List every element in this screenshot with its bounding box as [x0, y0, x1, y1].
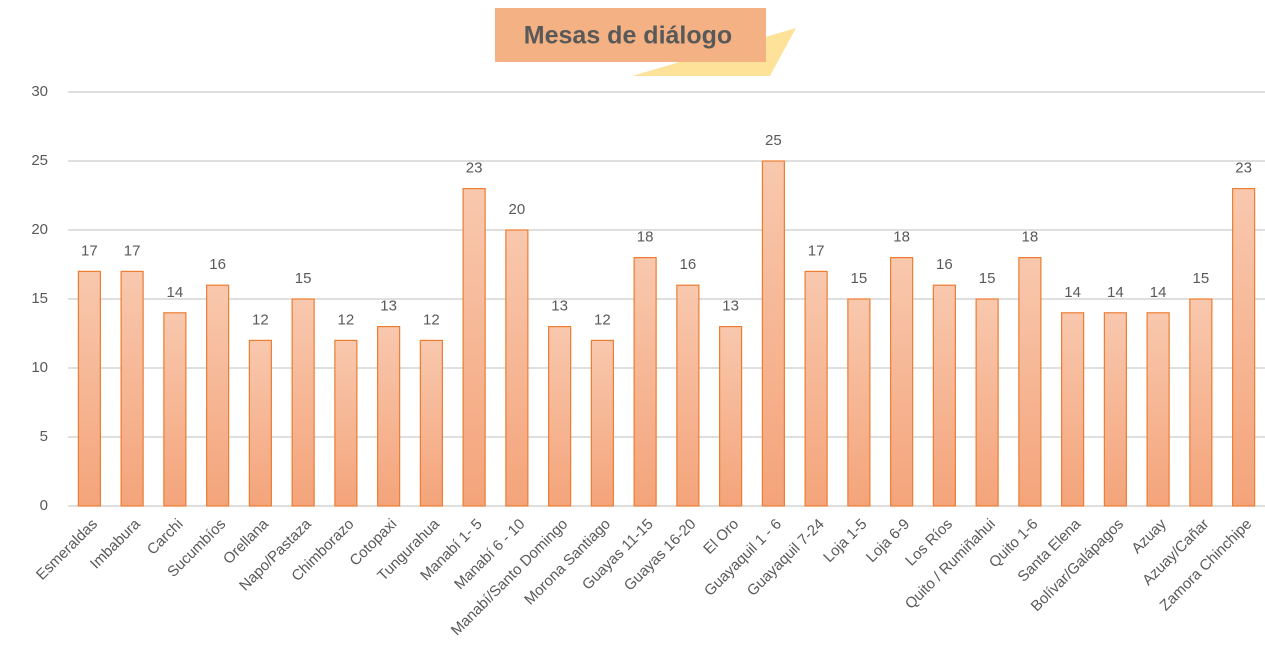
data-label: 16 — [936, 256, 953, 273]
y-tick-label: 5 — [40, 428, 48, 445]
data-label: 17 — [808, 242, 825, 259]
data-label: 16 — [209, 256, 226, 273]
data-label: 14 — [1107, 284, 1124, 301]
bar — [761, 160, 785, 507]
bar — [377, 326, 401, 507]
x-tick-label: Loja 1-5 — [820, 516, 870, 566]
bar — [847, 298, 871, 507]
data-label: 12 — [594, 311, 611, 328]
data-label: 25 — [765, 132, 782, 149]
bar — [1232, 188, 1256, 507]
data-label: 16 — [680, 256, 697, 273]
x-tick-label: Azuay — [1128, 515, 1170, 557]
bar — [248, 339, 272, 507]
data-label: 12 — [252, 311, 269, 328]
bar — [548, 326, 572, 507]
plot-area: 05101520253017Esmeraldas17Imbabura14Carc… — [31, 83, 1265, 639]
bar — [291, 298, 315, 507]
data-label: 18 — [637, 229, 654, 246]
bar — [77, 270, 101, 507]
data-label: 17 — [81, 242, 98, 259]
bar — [1018, 257, 1042, 507]
data-label: 14 — [1150, 284, 1167, 301]
data-label: 20 — [509, 201, 526, 218]
data-label: 12 — [338, 311, 355, 328]
bar — [1103, 312, 1127, 507]
bar — [120, 270, 144, 507]
data-label: 18 — [893, 229, 910, 246]
data-label: 12 — [423, 311, 440, 328]
data-label: 15 — [295, 270, 312, 287]
bar — [462, 188, 486, 507]
bar — [163, 312, 187, 507]
bar — [419, 339, 443, 507]
y-tick-label: 0 — [40, 497, 48, 514]
bar — [590, 339, 614, 507]
data-label: 15 — [1193, 270, 1210, 287]
data-label: 23 — [466, 160, 483, 177]
data-label: 15 — [851, 270, 868, 287]
y-tick-label: 10 — [31, 359, 48, 376]
data-label: 13 — [722, 298, 739, 315]
bar — [206, 284, 230, 507]
data-label: 23 — [1235, 160, 1252, 177]
bar — [932, 284, 956, 507]
bar — [890, 257, 914, 507]
bar — [676, 284, 700, 507]
x-tick-label: Esmeraldas — [33, 516, 101, 584]
chart-title: Mesas de diálogo — [524, 22, 732, 50]
data-label: 15 — [979, 270, 996, 287]
data-label: 13 — [380, 298, 397, 315]
data-label: 17 — [124, 242, 141, 259]
bar — [1146, 312, 1170, 507]
y-tick-label: 20 — [31, 221, 48, 238]
x-tick-label: Guayaquil 7-24 — [744, 516, 828, 600]
bar — [719, 326, 743, 507]
data-label: 13 — [551, 298, 568, 315]
bar — [1189, 298, 1213, 507]
data-label: 14 — [167, 284, 184, 301]
y-tick-label: 30 — [31, 83, 48, 100]
bar — [505, 229, 529, 507]
y-tick-label: 15 — [31, 290, 48, 307]
title-box — [495, 8, 766, 62]
bar — [975, 298, 999, 507]
bar — [334, 339, 358, 507]
data-label: 14 — [1064, 284, 1081, 301]
bar — [633, 257, 657, 507]
data-label: 18 — [1022, 229, 1039, 246]
y-tick-label: 25 — [31, 152, 48, 169]
bar — [804, 270, 828, 507]
bar — [1061, 312, 1085, 507]
